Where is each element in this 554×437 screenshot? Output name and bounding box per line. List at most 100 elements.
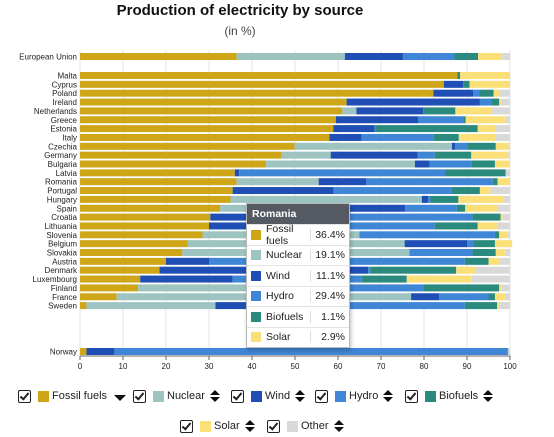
bar-segment-hydro (374, 125, 376, 133)
bar-segment-nuclear (86, 302, 216, 310)
legend-item-nuclear[interactable]: Nuclear (133, 388, 220, 404)
legend-item-biofuels[interactable]: Biofuels (405, 388, 494, 404)
country-label: Italy (62, 133, 77, 142)
country-label: Hungary (47, 195, 77, 204)
bar-segment-other (499, 302, 510, 310)
bar-segment-other (491, 107, 510, 115)
legend-swatch (153, 390, 164, 402)
bar-segment-solar (488, 257, 500, 265)
country-label: European Union (19, 53, 77, 62)
checkbox-icon[interactable] (267, 419, 280, 433)
country-label: Belgium (48, 240, 77, 249)
bar-segment-solar (499, 284, 502, 292)
bar-segment-biofuels (463, 80, 470, 88)
bar-segment-fossil-fuels (80, 116, 336, 124)
sort-icon[interactable] (483, 390, 494, 402)
x-tick-label: 80 (420, 362, 429, 371)
bar-segment-wind (215, 302, 270, 310)
country-label: Romania (45, 178, 78, 187)
country-label: Slovenia (46, 231, 77, 240)
country-label: Latvia (56, 169, 78, 178)
bar-segment-biofuels (434, 151, 472, 159)
bar-segment-hydro (428, 195, 431, 203)
legend-label: Wind (265, 390, 291, 402)
bar-segment-fossil-fuels (80, 266, 160, 274)
bar-segment-nuclear (236, 178, 319, 186)
x-tick-label: 50 (291, 362, 300, 371)
bar-segment-other (505, 169, 510, 177)
checkbox-icon[interactable] (231, 389, 244, 403)
bar-segment-wind (166, 257, 209, 265)
bar-segment-other (499, 89, 510, 97)
bar-segment-fossil-fuels (80, 195, 231, 203)
bar-segment-fossil-fuels (80, 302, 87, 310)
bar-segment-fossil-fuels (80, 89, 434, 97)
checkbox-icon[interactable] (405, 389, 418, 403)
checkbox-icon[interactable] (315, 389, 328, 403)
legend-item-other[interactable]: Other (267, 418, 344, 434)
x-tick-label: 40 (248, 362, 257, 371)
bar-segment-fossil-fuels (80, 72, 458, 79)
sort-icon[interactable] (244, 420, 255, 432)
checkbox-icon[interactable] (133, 389, 146, 403)
bar-segment-hydro (417, 151, 435, 159)
checkbox-icon[interactable] (18, 389, 31, 403)
legend-item-hydro[interactable]: Hydro (315, 388, 394, 404)
legend-item-solar[interactable]: Solar (180, 418, 255, 434)
chart-subtitle: (in %) (224, 24, 256, 38)
country-label: Ireland (53, 98, 77, 107)
sort-icon[interactable] (333, 420, 344, 432)
x-tick-label: 30 (205, 362, 214, 371)
bar-segment-other (471, 275, 510, 283)
bar-segment-hydro (454, 142, 468, 150)
sort-icon[interactable] (295, 390, 306, 402)
bar-segment-fossil-fuels (80, 98, 347, 106)
bar-segment-biofuels (434, 222, 478, 230)
bar-segment-fossil-fuels (80, 257, 166, 265)
bar-segment-biofuels (433, 133, 459, 141)
chart-title: Production of electricity by source (116, 2, 364, 19)
bar-segment-wind (335, 116, 418, 124)
tooltip-swatch-biofuels (251, 311, 261, 322)
tooltip: Romania Fossil fuels 36.4% Nuclear 19.1%… (246, 203, 350, 348)
checkbox-icon[interactable] (180, 419, 193, 433)
bar-segment-fossil-fuels (80, 240, 188, 248)
bar-segment-hydro (368, 266, 371, 274)
bar-segment-solar (460, 72, 510, 79)
legend-item-fossil-fuels[interactable]: Fossil fuels (18, 388, 127, 404)
bar-segment-nuclear (294, 142, 452, 150)
tooltip-row: Solar 2.9% (247, 326, 349, 348)
bar-segment-solar (465, 204, 498, 212)
sort-desc-icon[interactable] (114, 394, 127, 401)
legend-label: Fossil fuels (52, 390, 108, 402)
x-tick-label: 20 (162, 362, 171, 371)
bar-segment-biofuels (430, 195, 459, 203)
bar-segment-wind (411, 293, 440, 301)
bar-segment-wind (356, 107, 424, 115)
bar-segment-biofuels (361, 275, 407, 283)
bar-segment-solar (494, 160, 510, 168)
bar-segment-solar (456, 266, 476, 274)
sort-icon[interactable] (383, 390, 394, 402)
bar-segment-other (501, 98, 510, 106)
bar-segment-hydro (359, 231, 495, 239)
x-tick-label: 70 (377, 362, 386, 371)
country-label: Slovakia (47, 249, 78, 258)
bar-segment-hydro (342, 222, 435, 230)
bar-segment-biofuels (488, 293, 495, 301)
bar-segment-hydro (405, 204, 457, 212)
tooltip-value: 11.1% (310, 269, 345, 282)
bar-segment-biofuels (491, 98, 500, 106)
bar-segment-other (507, 231, 510, 239)
bar-segment-nuclear (230, 195, 422, 203)
legend-swatch (335, 390, 346, 402)
bar-segment-solar (458, 195, 504, 203)
bar-segment-solar (465, 116, 506, 124)
country-label: Cyprus (52, 80, 77, 89)
bar-segment-biofuels (472, 213, 501, 221)
legend-swatch (251, 390, 262, 402)
country-label: Poland (52, 89, 77, 98)
legend-item-wind[interactable]: Wind (231, 388, 306, 404)
sort-icon[interactable] (209, 390, 220, 402)
bar-segment-hydro (439, 293, 489, 301)
